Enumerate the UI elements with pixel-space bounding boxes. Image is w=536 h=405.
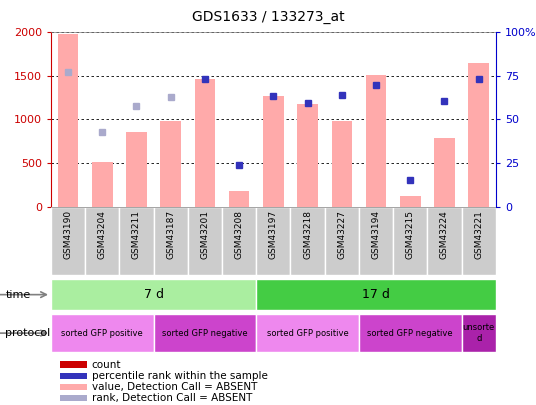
Text: value, Detection Call = ABSENT: value, Detection Call = ABSENT — [92, 382, 257, 392]
Text: GSM43218: GSM43218 — [303, 210, 312, 259]
Bar — [51, 207, 85, 275]
Bar — [366, 75, 386, 207]
Text: 7 d: 7 d — [144, 288, 163, 301]
Text: GSM43190: GSM43190 — [64, 210, 72, 259]
Bar — [359, 207, 393, 275]
Bar — [51, 314, 154, 352]
Text: GSM43187: GSM43187 — [166, 210, 175, 259]
Bar — [188, 207, 222, 275]
Text: GSM43208: GSM43208 — [235, 210, 244, 259]
Bar — [256, 314, 359, 352]
Bar — [60, 373, 86, 379]
Bar — [400, 196, 421, 207]
Bar — [468, 63, 489, 207]
Bar — [434, 138, 455, 207]
Bar — [126, 132, 147, 207]
Text: GSM43224: GSM43224 — [440, 210, 449, 259]
Bar — [154, 207, 188, 275]
Text: GSM43211: GSM43211 — [132, 210, 141, 259]
Bar — [256, 207, 291, 275]
Text: sorted GFP positive: sorted GFP positive — [62, 328, 143, 338]
Bar — [222, 207, 256, 275]
Bar — [85, 207, 120, 275]
Bar — [461, 207, 496, 275]
Text: 17 d: 17 d — [362, 288, 390, 301]
Bar — [60, 361, 86, 368]
Text: sorted GFP positive: sorted GFP positive — [267, 328, 348, 338]
Text: GSM43201: GSM43201 — [200, 210, 210, 259]
Bar — [297, 104, 318, 207]
Text: time: time — [5, 290, 31, 300]
Text: GSM43227: GSM43227 — [337, 210, 346, 259]
Bar — [60, 384, 86, 390]
Text: count: count — [92, 360, 121, 369]
Bar — [393, 207, 427, 275]
Bar — [229, 191, 249, 207]
Bar — [154, 314, 256, 352]
Text: protocol: protocol — [5, 328, 50, 338]
Text: unsorte
d: unsorte d — [463, 324, 495, 343]
Bar — [51, 279, 256, 310]
Text: GDS1633 / 133273_at: GDS1633 / 133273_at — [192, 10, 344, 24]
Text: GSM43221: GSM43221 — [474, 210, 483, 259]
Bar — [461, 314, 496, 352]
Bar — [58, 34, 78, 207]
Bar — [325, 207, 359, 275]
Bar — [120, 207, 154, 275]
Bar — [427, 207, 461, 275]
Bar — [256, 279, 496, 310]
Bar — [195, 79, 215, 207]
Text: GSM43215: GSM43215 — [406, 210, 415, 259]
Text: rank, Detection Call = ABSENT: rank, Detection Call = ABSENT — [92, 393, 252, 403]
Bar — [160, 121, 181, 207]
Bar — [263, 96, 284, 207]
Bar — [60, 395, 86, 401]
Bar — [291, 207, 325, 275]
Text: sorted GFP negative: sorted GFP negative — [368, 328, 453, 338]
Bar — [359, 314, 461, 352]
Text: sorted GFP negative: sorted GFP negative — [162, 328, 248, 338]
Bar — [92, 162, 113, 207]
Bar — [332, 121, 352, 207]
Text: GSM43197: GSM43197 — [269, 210, 278, 259]
Text: GSM43194: GSM43194 — [371, 210, 381, 259]
Text: percentile rank within the sample: percentile rank within the sample — [92, 371, 267, 381]
Text: GSM43204: GSM43204 — [98, 210, 107, 259]
